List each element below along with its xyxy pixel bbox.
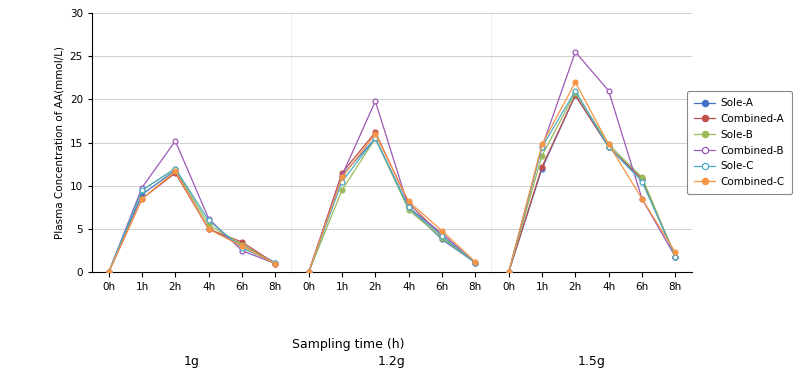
Y-axis label: Plasma Concentration of AA(mmol/L): Plasma Concentration of AA(mmol/L) xyxy=(54,46,64,239)
Text: 1g: 1g xyxy=(184,355,200,368)
Text: Sampling time (h): Sampling time (h) xyxy=(292,338,404,351)
Text: 1.5g: 1.5g xyxy=(578,355,606,368)
Legend: Sole-A, Combined-A, Sole-B, Combined-B, Sole-C, Combined-C: Sole-A, Combined-A, Sole-B, Combined-B, … xyxy=(687,91,792,194)
Text: 1.2g: 1.2g xyxy=(378,355,406,368)
